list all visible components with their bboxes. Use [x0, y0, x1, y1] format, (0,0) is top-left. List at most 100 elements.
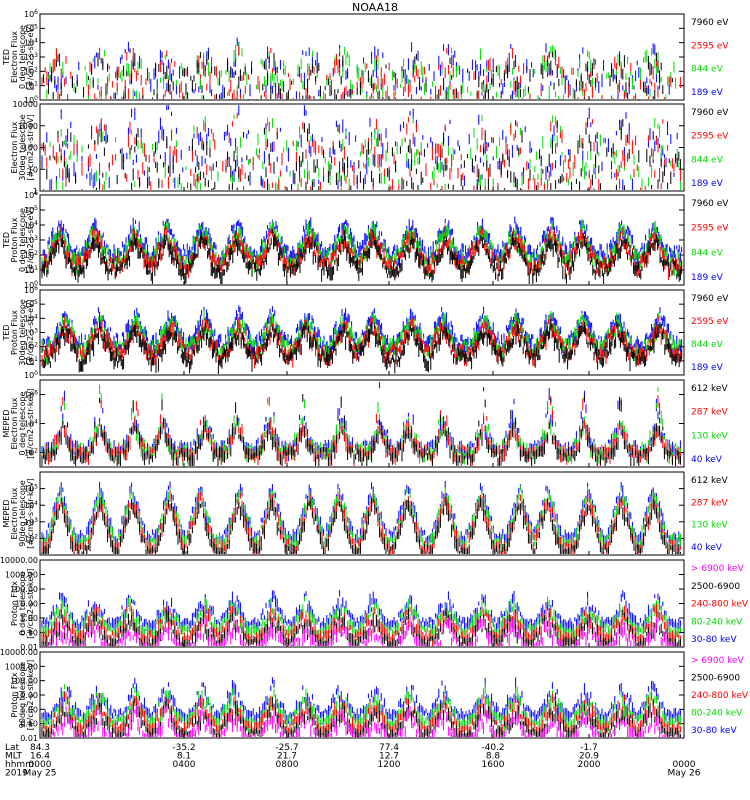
y-axis-label-line: Proton Flux [10, 310, 19, 355]
y-axis-label-line: 30deg telescope [18, 299, 27, 366]
y-axis-label: TED Proton Flux 30deg telescope [#/cm2-s-st… [2, 299, 35, 366]
y-axis-label-line: MEPED [2, 410, 11, 438]
y-tick-label: 102 [24, 533, 38, 543]
legend-entry: 40 keV [691, 543, 723, 553]
panel-7: Proton Flux 0 deg telescope [#/cm2-s-str-k… [10, 559, 685, 648]
legend-entry: 7960 eV [691, 108, 729, 118]
panel-1: TED Electron Flux 0 deg telescope [#/cm2-s-… [2, 13, 685, 101]
legend-entry: 7960 eV [691, 199, 729, 209]
legend-entry: 40 keV [691, 455, 723, 465]
x-tick-label-mlt: 21.7 [277, 752, 297, 762]
y-tick-label: 100 [23, 144, 38, 153]
y-axis-label: TED Electron Flux 0 deg telescope [#/cm2-s-… [2, 24, 35, 90]
x-tick-label-lat: 84.3 [30, 743, 50, 753]
legend-entry: 240-800 keV [691, 600, 749, 610]
y-tick-label: 10000.00 [0, 556, 38, 565]
y-axis-label: TED Proton Flux 0 deg telescope [#/cm2-s-st… [2, 207, 35, 273]
x-tick-label-mlt: 8.1 [177, 752, 191, 762]
x-tick-label-hhmm: 1600 [482, 760, 505, 770]
y-axis-label-line: Electron Flux [10, 31, 19, 83]
y-tick-label: 103 [24, 52, 38, 62]
x-tick-label-lat: -35.2 [172, 743, 195, 753]
y-axis-label-line: 0 deg telescope [18, 25, 27, 89]
series-7960-ev-trace [43, 48, 673, 100]
series-7960-ev-trace [41, 229, 683, 284]
y-tick-label: 101 [24, 265, 38, 275]
y-axis-label-line: [#/cm2-s-str-eV] [26, 114, 35, 180]
x-tick-label-lat: -1.7 [580, 743, 598, 753]
y-axis-label-line: 0 deg telescope [18, 571, 27, 635]
x-tick-label-hhmm: 1200 [378, 760, 401, 770]
x-tick-label-lat: -40.2 [481, 743, 504, 753]
y-tick-label: 1.00 [20, 705, 38, 714]
y-axis-label-line: 30deg telescope [18, 114, 27, 181]
x-tick-label-hhmm: 0800 [276, 760, 299, 770]
panel-8: Proton Flux 90deg telescope [#/cm2-s-str-k… [10, 651, 685, 739]
y-axis-label-line: [#/cm2-s-str-eV] [26, 24, 35, 90]
y-axis-label-line: TED [2, 324, 11, 341]
legend-entry: 189 eV [691, 88, 724, 98]
x-axis-row-label: Lat [5, 743, 20, 753]
x-tick-label-mlt: 20.9 [579, 752, 599, 762]
y-tick-label: 0.10 [20, 629, 38, 638]
y-axis-label: Proton Flux 90deg telescope [#/cm2-s-str-k… [10, 660, 35, 731]
legend-entry: 612 keV [691, 384, 728, 394]
legend-entry: 844 eV [691, 248, 724, 258]
y-axis-label: MEPED Electron Flux 90deg telescope [#/cm2-… [2, 478, 35, 549]
y-tick-label: 10 [28, 165, 38, 174]
y-tick-label: 106 [24, 285, 38, 295]
x-axis [39, 96, 685, 738]
legend-entry: 287 keV [691, 408, 728, 418]
x-tick-label-date: May 25 [24, 769, 57, 779]
y-tick-label: 102 [24, 66, 38, 76]
y-axis-label-line: TED [2, 232, 11, 249]
y-tick-label: 105 [24, 299, 38, 309]
legend-entry: 80-240 keV [691, 617, 743, 627]
y-axis-label-line: [#/cm2-s-str-eV] [26, 207, 35, 273]
legend-entry: 2595 eV [691, 317, 729, 327]
y-tick-label: 105 [24, 23, 38, 33]
series-7960-ev-trace [43, 118, 681, 190]
y-axis-label-line: TED [2, 49, 11, 66]
y-tick-label: 101 [24, 356, 38, 366]
legend-entry: 130 keV [691, 521, 728, 531]
y-tick-label: 100 [24, 370, 38, 380]
y-tick-label: 0.10 [20, 720, 38, 729]
y-tick-label: 106 [24, 9, 38, 19]
series-612-kev-trace [41, 496, 681, 554]
legend-entry: 844 eV [691, 65, 724, 75]
y-tick-label: 103 [24, 517, 38, 527]
legend-entry: 189 eV [691, 179, 724, 189]
x-axis-row-label: MLT [5, 752, 23, 762]
y-tick-label: 1 [33, 187, 38, 196]
y-tick-label: 102 [24, 342, 38, 352]
panel-4: TED Proton Flux 30deg telescope [#/cm2-s-st… [2, 289, 685, 376]
y-tick-label: 100.00 [10, 677, 38, 686]
legend-entry: 7960 eV [691, 294, 729, 304]
series-612-kev-trace [41, 387, 681, 466]
legend-entry: > 6900 keV [691, 656, 745, 666]
legend-entry: 2500-6900 [691, 674, 740, 684]
series-189-ev-trace [41, 105, 678, 190]
x-tick-label-mlt: 16.4 [30, 752, 50, 762]
page-title: NOAA18 [351, 1, 399, 14]
x-tick-label-date: May 26 [668, 769, 701, 779]
y-tick-label: 100 [24, 95, 38, 105]
y-tick-label: 10.00 [15, 600, 38, 609]
y-axis-label-line: Electron Flux [10, 397, 19, 449]
legend-entry: 612 keV [691, 476, 728, 486]
y-axis-label-line: Electron Flux [10, 487, 19, 539]
y-axis-label-line: [#/cm2-s-str-keV] [26, 478, 35, 549]
y-tick-label: 10000.00 [0, 648, 38, 657]
y-tick-label: 102 [24, 250, 38, 260]
y-tick-label: 100 [24, 280, 38, 290]
legend-entry: 7960 eV [691, 18, 729, 28]
y-tick-label: 1.00 [20, 614, 38, 623]
y-tick-label: 105 [24, 484, 38, 494]
y-tick-label: 1000.00 [5, 571, 38, 580]
panel-6: MEPED Electron Flux 90deg telescope [#/cm2-… [2, 471, 685, 556]
x-tick-label-lat: -25.7 [275, 743, 298, 753]
y-tick-label: 0.01 [20, 734, 38, 743]
y-axis-label-line: [#/cm2-s-str-eV] [26, 299, 35, 365]
y-tick-label: 103 [24, 235, 38, 245]
